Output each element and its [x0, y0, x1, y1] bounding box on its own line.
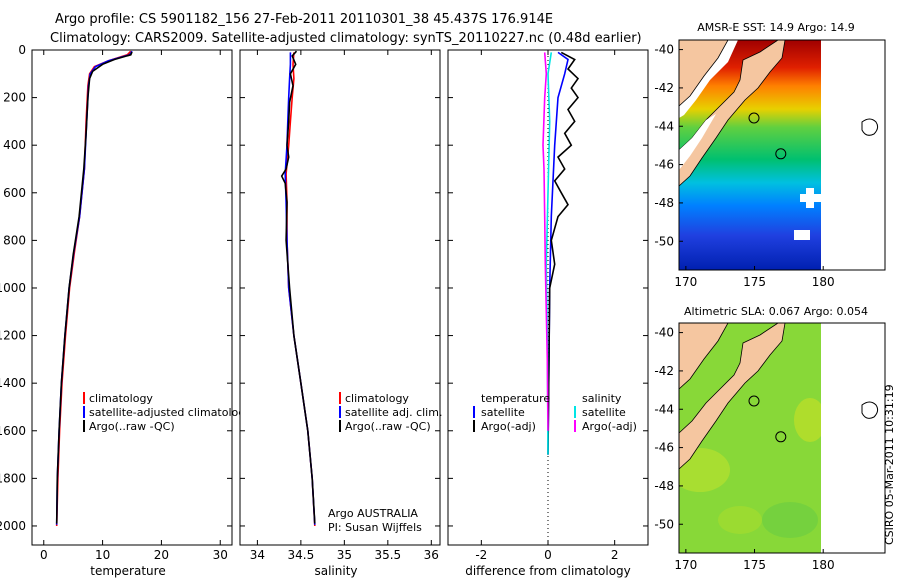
header-line-2: Climatology: CARS2009. Satellite-adjuste…: [50, 31, 642, 46]
land-north-island: [679, 323, 729, 390]
sst-map-panel: AMSR-E SST: 14.9 Argo: 14.9 170 175 180 -40…: [654, 21, 886, 289]
x-tick-label: 30: [213, 548, 228, 562]
legend-temperature-title: temperature: [481, 392, 550, 405]
legend-argo: Argo(..raw -QC): [345, 420, 431, 433]
land-south-island: [679, 323, 786, 470]
map-x-tick-label: 170: [674, 558, 697, 572]
sla-map-frame: [678, 322, 886, 554]
temperature-axes-frame: [31, 49, 233, 546]
x-tick-label: 10: [95, 548, 110, 562]
map-y-tick-label: -44: [654, 119, 674, 133]
legend-satellite: satellite adj. clim.: [345, 406, 442, 419]
salinity-legend: climatology satellite adj. clim. Argo(..…: [339, 392, 442, 433]
series-line-argo-raw-qc-: [55, 51, 133, 524]
salinity-axes-frame: [239, 49, 441, 546]
chatham-rise-contour: [748, 112, 760, 124]
map-y-tick-label: -50: [654, 517, 674, 531]
legend-temp-argo: Argo(-adj): [481, 420, 536, 433]
x-tick-label: -2: [475, 548, 487, 562]
temperature-xlabel: temperature: [90, 564, 165, 578]
temperature-legend: climatology satellite-adjusted climatolo…: [83, 392, 252, 433]
sst-data-gap-3: [806, 188, 814, 208]
chatham-rise-contour: [748, 395, 760, 407]
legend-climatology: climatology: [89, 392, 153, 405]
sla-anomaly-1: [679, 448, 730, 492]
map-x-tick-label: 180: [812, 558, 835, 572]
land-north-island: [679, 40, 729, 107]
y-tick-label: 1200: [0, 329, 26, 343]
float-position-marker: [775, 148, 787, 160]
y-tick-label: 200: [3, 91, 26, 105]
sla-anomaly-2: [762, 502, 818, 538]
header-line-1: Argo profile: CS 5901182_156 27-Feb-2011…: [55, 12, 553, 27]
map-y-tick-label: -50: [654, 234, 674, 248]
map-y-tick-label: -40: [654, 43, 674, 57]
chatham-islands-outline: [861, 118, 879, 136]
salinity-xlabel: salinity: [314, 564, 357, 578]
sla-map-title: Altimetric SLA: 0.067 Argo: 0.054: [684, 305, 868, 318]
float-position-marker: [775, 431, 787, 443]
map-x-tick-label: 170: [674, 275, 697, 289]
map-y-tick-label: -42: [654, 81, 674, 95]
y-tick-label: 1600: [0, 424, 26, 438]
map-x-tick-label: 175: [743, 275, 766, 289]
y-tick-label: 0: [18, 43, 26, 57]
sst-map-title: AMSR-E SST: 14.9 Argo: 14.9: [697, 21, 855, 34]
salinity-panel: 34 34.5 35 35.5 36 salinity climatology sate…: [239, 49, 442, 578]
difference-xlabel: difference from climatology: [465, 564, 631, 578]
series-line-temperature-argo-adj-: [547, 51, 580, 455]
map-y-tick-label: -40: [654, 326, 674, 340]
y-tick-label: 600: [3, 186, 26, 200]
legend-salinity-title: salinity: [582, 392, 622, 405]
legend-temp-satellite: satellite: [481, 406, 525, 419]
sst-map-frame: [678, 39, 886, 271]
map-y-tick-label: -42: [654, 364, 674, 378]
x-tick-label: 34: [250, 548, 265, 562]
y-tick-label: 1400: [0, 376, 26, 390]
series-line-argo-raw-qc-: [280, 50, 316, 524]
x-tick-label: 35.5: [374, 548, 401, 562]
sla-map-panel: Altimetric SLA: 0.067 Argo: 0.054 170 175…: [654, 305, 886, 572]
map-y-tick-label: -46: [654, 158, 674, 172]
map-y-tick-label: -44: [654, 402, 674, 416]
annotation-argo-australia: Argo AUSTRALIA: [328, 507, 418, 520]
x-tick-label: 2: [611, 548, 619, 562]
legend-climatology: climatology: [345, 392, 409, 405]
sst-coast-gap: [679, 114, 716, 170]
legend-sal-satellite: satellite: [582, 406, 626, 419]
sla-anomaly-3: [794, 398, 821, 442]
map-x-tick-label: 175: [743, 558, 766, 572]
map-x-tick-label: 180: [812, 275, 835, 289]
difference-legend: temperature satellite Argo(-adj) salinit…: [473, 392, 637, 433]
annotation-pi: PI: Susan Wijffels: [328, 521, 422, 534]
sla-field: [679, 323, 821, 553]
map-y-tick-label: -46: [654, 441, 674, 455]
timestamp-stamp: CSIRO 05-Mar-2011 10:31:19: [883, 384, 896, 545]
sla-anomaly-4: [718, 506, 762, 534]
series-line-salinity-argo-adj-: [542, 52, 549, 431]
map-y-tick-label: -48: [654, 196, 674, 210]
difference-panel: -2 0 2 difference from climatology tempera…: [447, 49, 649, 578]
map-y-tick-label: -48: [654, 479, 674, 493]
y-tick-label: 2000: [0, 519, 26, 533]
temperature-panel: 0 10 20 30 0 200 400 600 800 1000 1200 1400 1600 1800…: [0, 43, 252, 578]
sst-data-gap-4: [794, 230, 810, 240]
y-tick-label: 1000: [0, 281, 26, 295]
legend-argo: Argo(..raw -QC): [89, 420, 175, 433]
y-tick-label: 400: [3, 138, 26, 152]
x-tick-label: 34.5: [288, 548, 315, 562]
x-tick-label: 0: [544, 548, 552, 562]
sst-field: [679, 40, 821, 270]
x-tick-label: 36: [424, 548, 439, 562]
x-tick-label: 35: [337, 548, 352, 562]
x-tick-label: 20: [154, 548, 169, 562]
x-tick-label: 0: [40, 548, 48, 562]
y-tick-label: 1800: [0, 471, 26, 485]
y-tick-label: 800: [3, 233, 26, 247]
chatham-islands-outline: [861, 401, 879, 419]
land-south-island: [679, 40, 786, 187]
legend-sal-argo: Argo(-adj): [582, 420, 637, 433]
legend-satellite: satellite-adjusted climatology: [89, 406, 252, 419]
